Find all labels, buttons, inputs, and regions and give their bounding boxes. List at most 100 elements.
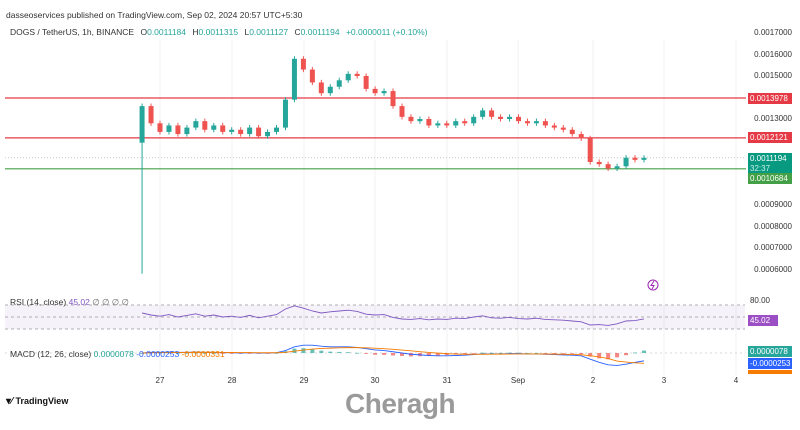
macd-histogram-bar — [337, 351, 342, 353]
candle-body — [426, 119, 432, 126]
candle-body — [363, 76, 369, 89]
candle-body — [596, 162, 602, 165]
candle-body — [193, 121, 199, 128]
lightning-icon-glyph — [650, 280, 655, 290]
candle-body — [524, 121, 530, 124]
lightning-icon — [647, 279, 659, 291]
open-value: 0.0011184 — [147, 27, 187, 37]
candle-body — [265, 131, 271, 137]
macd-histogram-bar — [525, 352, 530, 354]
macd-histogram-bar — [615, 353, 620, 358]
candle-body — [336, 80, 342, 87]
candle-body — [578, 134, 584, 139]
candle-body — [462, 121, 468, 124]
macd-histogram-bar — [184, 352, 189, 354]
price-axis-label: 0.0013000 — [754, 114, 792, 123]
current-price: 0.0011194 — [750, 154, 787, 163]
candle-body — [498, 116, 504, 119]
candle-body — [354, 73, 360, 76]
macd-histogram-bar — [310, 349, 315, 353]
macd-histogram-bar — [606, 353, 611, 360]
candle-body — [157, 123, 163, 132]
publisher-line: dasseoservices published on TradingView.… — [6, 10, 303, 20]
rsi-legend: RSI (14, close) 45.02 ∅ ∅ ∅ ∅ — [10, 297, 129, 308]
open-label: O — [140, 27, 148, 37]
macd-histogram-bar — [319, 350, 324, 353]
macd-histogram-bar — [220, 353, 225, 354]
macd-histogram-bar — [346, 352, 351, 353]
candle-body — [507, 116, 513, 119]
high-label: H — [192, 27, 199, 37]
low-value: 0.0011127 — [249, 27, 289, 37]
candle-body — [166, 125, 172, 132]
candle-body — [211, 125, 217, 130]
candle-body — [256, 127, 262, 137]
macd-histogram-bar — [579, 353, 584, 355]
macd-histogram-bar — [328, 351, 333, 353]
price-axis-label: 0.0009000 — [754, 200, 792, 209]
candle-body — [560, 127, 566, 130]
high-value: 0.0011315 — [198, 27, 239, 37]
time-axis-label: Sep — [510, 376, 526, 385]
level-tag-3: 0.0010684 — [748, 173, 792, 184]
candle-body — [587, 138, 593, 162]
macd-histogram-bar — [426, 353, 431, 357]
candle-body — [623, 157, 629, 167]
candle-body — [399, 106, 405, 117]
candle-body — [282, 99, 288, 128]
macd-histogram-bar — [391, 353, 396, 356]
candle-body — [300, 58, 306, 70]
bar-countdown: 32:37 — [750, 164, 771, 173]
candle-body — [247, 127, 253, 135]
candle-body — [471, 116, 477, 124]
candle-body — [480, 110, 486, 117]
macd-histogram-bar — [408, 353, 413, 357]
candle-body — [542, 121, 548, 126]
candle-body — [372, 88, 378, 94]
candle-body — [202, 121, 208, 130]
rsi-title[interactable]: RSI (14, close) — [10, 297, 67, 307]
macd-histogram-bar — [624, 353, 629, 356]
macd-signal-line — [142, 347, 644, 364]
macd-histogram-bar — [480, 352, 485, 354]
macd-histogram-bar — [471, 353, 476, 354]
macd-histogram-bar — [588, 353, 593, 357]
candle-body — [220, 125, 226, 132]
candle-body — [139, 106, 145, 143]
macd-histogram-bar — [364, 353, 369, 354]
candle-body — [184, 127, 190, 135]
candle-body — [614, 166, 620, 169]
watermark: Cheragh — [345, 388, 456, 419]
candle-body — [274, 127, 280, 132]
low-label: L — [244, 27, 250, 37]
tv-icon: ▾⁄ — [6, 396, 16, 407]
macd-histogram-bar — [552, 353, 557, 354]
macd-histogram-bar — [274, 352, 279, 354]
macd-line-value: -0.0000253 — [136, 349, 180, 359]
time-axis-label: 31 — [442, 376, 452, 385]
level-tag-1: 0.0013978 — [748, 93, 792, 104]
macd-histogram-bar — [435, 353, 440, 356]
tradingview-logo[interactable]: ▾⁄ TradingView — [6, 396, 69, 407]
macd-title[interactable]: MACD (12, 26, close) — [10, 349, 92, 359]
macd-histogram-bar — [597, 353, 602, 359]
symbol-label[interactable]: DOGS / TetherUS, 1h, BINANCE — [10, 27, 135, 37]
candle-body — [632, 157, 638, 160]
candle-body — [489, 110, 495, 117]
candle-body — [444, 123, 450, 126]
candle-body — [345, 73, 351, 81]
candle-body — [408, 116, 414, 122]
close-label: C — [294, 27, 301, 37]
macd-signal-value: -0.0000331 — [181, 349, 225, 359]
candle-body — [516, 116, 521, 122]
candle-body — [309, 69, 315, 83]
close-value: 0.0011194 — [300, 27, 340, 37]
macd-histogram-bar — [211, 353, 216, 354]
candle-body — [533, 121, 539, 124]
candle-body — [453, 121, 459, 126]
level-tag-2: 0.0012121 — [748, 132, 792, 143]
macd-histogram-bar — [175, 352, 180, 354]
candle-body — [390, 91, 396, 107]
candle-body — [238, 129, 244, 135]
